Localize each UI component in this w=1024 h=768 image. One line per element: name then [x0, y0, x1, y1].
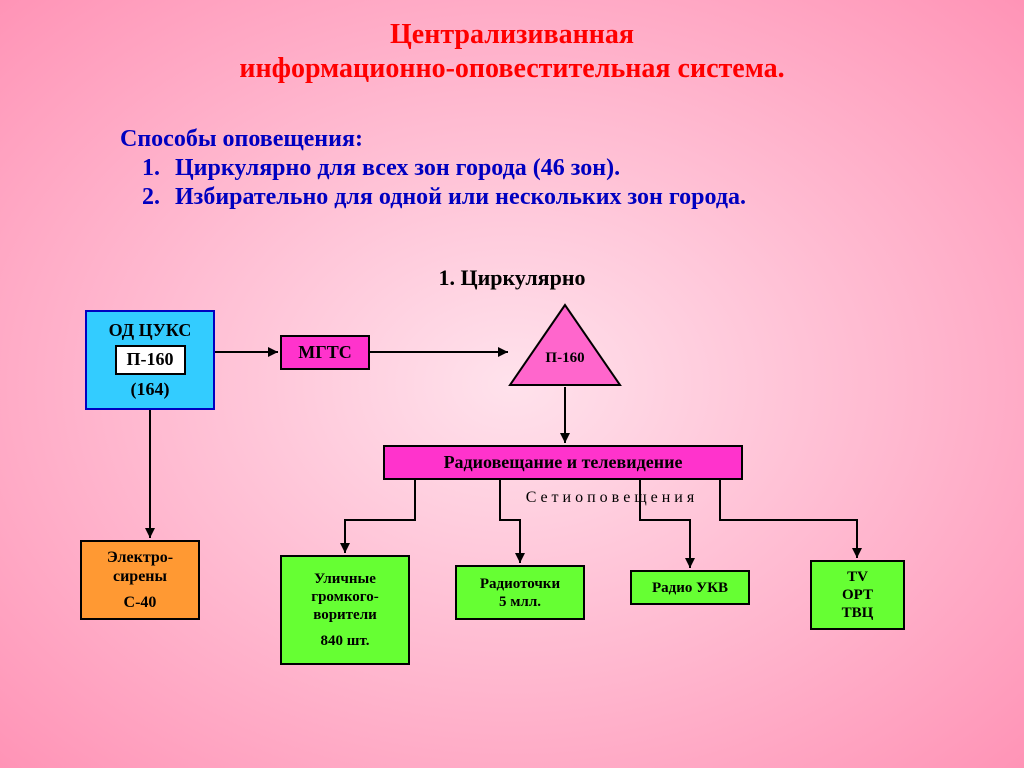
diagram-stage: Централизиванная информационно-оповестит…	[0, 0, 1024, 768]
tv-l3: ТВЦ	[842, 604, 874, 622]
node-p160-triangle-label: П-160	[525, 349, 605, 367]
rpts-l1: Радиоточки	[480, 575, 560, 593]
sirens-l2: сирены	[113, 567, 167, 586]
node-broadcast: Радиовещание и телевидение	[383, 445, 743, 480]
title-line2: информационно-оповестительная система.	[239, 52, 784, 86]
od-line1: ОД ЦУКС	[109, 320, 192, 342]
list-num-2: 2.	[120, 183, 175, 212]
rpts-l2: 5 млл.	[499, 593, 541, 611]
sirens-l1: Электро-	[107, 548, 173, 567]
loud-l4: 840 шт.	[321, 632, 370, 650]
section-label: 1. Циркулярно	[0, 265, 1024, 291]
loud-l2: громкого-	[311, 588, 378, 606]
title-line1: Централизиванная	[390, 18, 634, 52]
loud-l3: ворители	[313, 606, 377, 624]
list-num-1: 1.	[120, 154, 175, 183]
node-mgts: МГТС	[280, 335, 370, 370]
node-od-tsuks: ОД ЦУКС П-160 (164)	[85, 310, 215, 410]
main-title: Централизиванная информационно-оповестит…	[0, 18, 1024, 85]
sirens-l3: С-40	[124, 593, 157, 612]
node-tv: TV ОРТ ТВЦ	[810, 560, 905, 630]
tv-l1: TV	[847, 568, 868, 586]
node-sirens: Электро- сирены С-40	[80, 540, 200, 620]
networks-label: С е т и о п о в е щ е н и я	[410, 488, 810, 507]
list-item-1: Циркулярно для всех зон города (46 зон).	[175, 154, 620, 183]
node-loudspeakers: Уличные громкого- ворители 840 шт.	[280, 555, 410, 665]
loud-l1: Уличные	[314, 570, 376, 588]
od-inner-box: П-160	[115, 345, 186, 375]
methods-list: Способы оповещения: 1.Циркулярно для все…	[120, 125, 746, 211]
od-line3: (164)	[131, 379, 170, 401]
node-radiopoints: Радиоточки 5 млл.	[455, 565, 585, 620]
tv-l2: ОРТ	[842, 586, 873, 604]
node-radio-ukv: Радио УКВ	[630, 570, 750, 605]
list-item-2: Избирательно для одной или нескольких зо…	[175, 183, 746, 212]
methods-heading: Способы оповещения:	[120, 125, 363, 154]
